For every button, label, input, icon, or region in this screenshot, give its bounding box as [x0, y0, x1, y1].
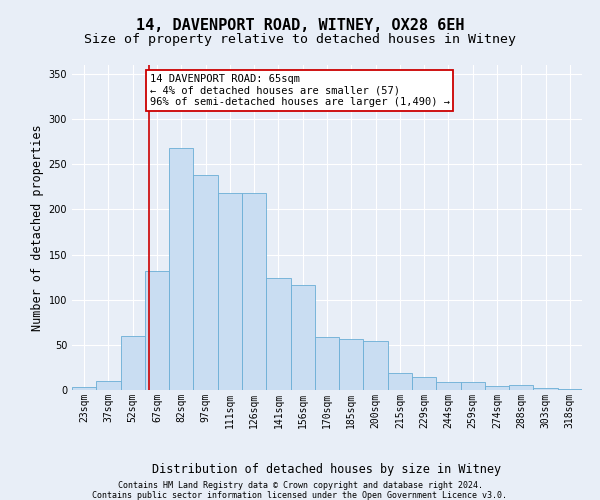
Y-axis label: Number of detached properties: Number of detached properties: [31, 124, 44, 331]
Bar: [242, 193, 266, 390]
Bar: [436, 382, 461, 390]
Bar: [169, 148, 193, 390]
Bar: [145, 271, 169, 390]
Text: 14 DAVENPORT ROAD: 65sqm
← 4% of detached houses are smaller (57)
96% of semi-de: 14 DAVENPORT ROAD: 65sqm ← 4% of detache…: [150, 74, 450, 107]
Bar: [96, 381, 121, 390]
Bar: [193, 175, 218, 390]
Bar: [533, 388, 558, 390]
Bar: [509, 386, 533, 390]
Bar: [339, 340, 364, 390]
Bar: [485, 386, 509, 390]
Text: Contains HM Land Registry data © Crown copyright and database right 2024.: Contains HM Land Registry data © Crown c…: [118, 481, 482, 490]
Bar: [121, 336, 145, 390]
Bar: [364, 341, 388, 390]
Bar: [558, 389, 582, 390]
Bar: [315, 336, 339, 390]
Text: 14, DAVENPORT ROAD, WITNEY, OX28 6EH: 14, DAVENPORT ROAD, WITNEY, OX28 6EH: [136, 18, 464, 32]
Bar: [388, 373, 412, 390]
Bar: [412, 378, 436, 390]
Bar: [266, 278, 290, 390]
Bar: [290, 286, 315, 390]
Text: Distribution of detached houses by size in Witney: Distribution of detached houses by size …: [152, 462, 502, 475]
Text: Contains public sector information licensed under the Open Government Licence v3: Contains public sector information licen…: [92, 491, 508, 500]
Bar: [218, 193, 242, 390]
Bar: [72, 388, 96, 390]
Bar: [461, 382, 485, 390]
Text: Size of property relative to detached houses in Witney: Size of property relative to detached ho…: [84, 32, 516, 46]
